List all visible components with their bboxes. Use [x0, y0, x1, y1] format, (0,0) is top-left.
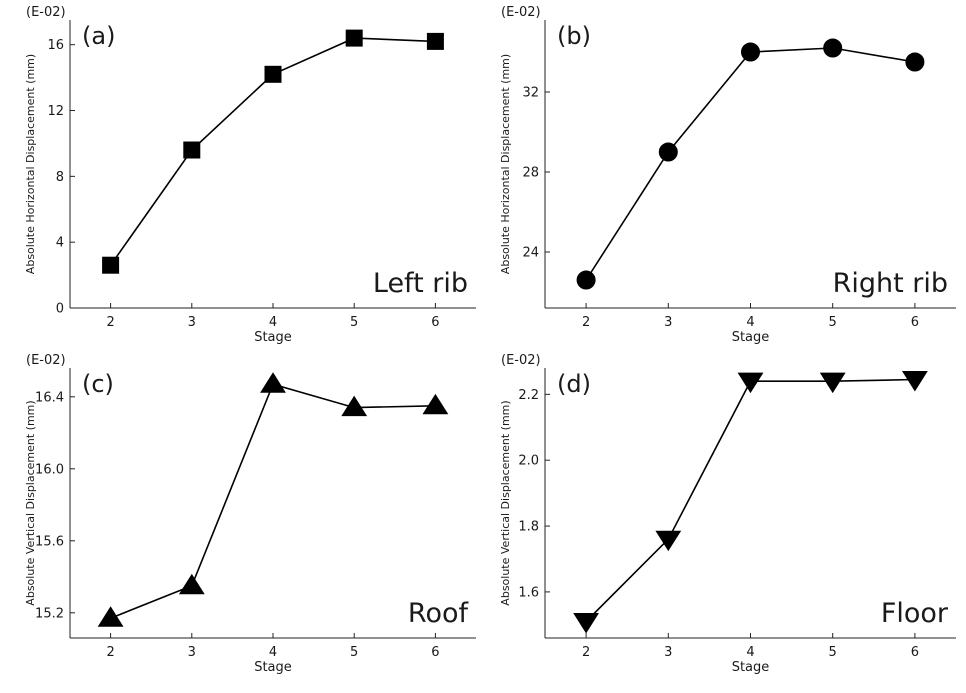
series-line [110, 383, 436, 619]
x-tick-label: 2 [582, 645, 590, 660]
x-tick-label: 5 [829, 645, 837, 660]
x-axis-label: Stage [254, 660, 292, 675]
x-axis-label: Stage [732, 660, 770, 675]
panel-annotation: Left rib [373, 268, 468, 299]
y-tick-label: 16.0 [35, 462, 64, 477]
x-tick-label: 2 [582, 315, 590, 330]
data-point-stage-6 [905, 52, 925, 72]
data-point-stage-4 [260, 372, 286, 393]
exponent-label: (E-02) [26, 353, 66, 368]
y-tick-label: 28 [522, 166, 539, 181]
x-tick-label: 6 [911, 645, 919, 660]
y-tick-label: 0 [56, 302, 64, 317]
x-tick-label: 3 [188, 645, 196, 660]
exponent-label: (E-02) [501, 353, 541, 368]
data-point-stage-2 [576, 270, 596, 290]
data-point-stage-3 [658, 142, 678, 162]
panel-annotation: Roof [408, 598, 470, 629]
x-tick-label: 2 [106, 315, 114, 330]
chart-panel-4: 1.6 1.8 2.0 2.2 2 3 4 5 6 Stage Absolute Vertical … [499, 353, 956, 675]
data-point-stage-4 [741, 42, 760, 62]
panel-label: (d) [557, 370, 591, 398]
panel-label: (b) [557, 22, 591, 50]
x-tick-label: 4 [269, 315, 277, 330]
x-tick-label: 3 [188, 315, 196, 330]
panel-annotation: Floor [881, 598, 949, 629]
data-point-stage-6 [422, 393, 449, 415]
y-tick-label: 2.2 [518, 388, 539, 403]
data-point-stage-3 [655, 530, 682, 552]
panel-label: (c) [82, 370, 114, 398]
series-line [585, 47, 916, 281]
data-point-stage-4 [264, 65, 282, 83]
y-axis-label: Absolute Vertical Displacement (mm) [24, 400, 37, 605]
y-tick-label: 16 [47, 38, 64, 53]
x-tick-label: 5 [350, 315, 358, 330]
panel-annotation: Right rib [833, 268, 948, 299]
x-tick-label: 2 [106, 645, 114, 660]
data-point-stage-3 [183, 141, 201, 159]
y-axis-label: Absolute Vertical Displacement (mm) [499, 400, 512, 605]
y-tick-label: 16.4 [35, 390, 64, 405]
x-tick-label: 4 [746, 645, 754, 660]
data-point-stage-2 [97, 606, 124, 627]
chart-panel-3: 15.2 15.6 16.0 16.4 2 3 4 5 6 Stage Absolute Verti… [24, 353, 476, 675]
y-tick-label: 12 [47, 104, 64, 119]
chart-panel-2: 24 28 32 2 3 4 5 6 Stage Absolute Horizontal Disp… [499, 5, 956, 345]
data-point-stage-2 [102, 256, 120, 274]
data-point-stage-6 [901, 371, 928, 392]
data-point-stage-5 [341, 395, 368, 417]
y-tick-label: 15.6 [35, 534, 64, 549]
chart-panel-1: 0 4 8 12 16 2 3 4 5 6 Stage Absolute Horizontal Dis… [24, 5, 476, 345]
data-point-stage-5 [819, 372, 846, 394]
x-axis-label: Stage [254, 330, 292, 345]
y-axis-label: Absolute Horizontal Displacement (mm) [499, 54, 512, 274]
y-tick-label: 8 [56, 170, 64, 185]
x-axis-label: Stage [732, 330, 770, 345]
panel-label: (a) [82, 22, 115, 50]
data-point-stage-5 [345, 29, 363, 47]
x-tick-label: 6 [431, 645, 439, 660]
y-tick-label: 2.0 [518, 454, 539, 469]
series-line [585, 378, 915, 623]
data-point-stage-2 [573, 613, 600, 634]
x-tick-label: 6 [431, 315, 439, 330]
y-tick-label: 4 [56, 236, 64, 251]
x-tick-label: 4 [746, 315, 754, 330]
y-tick-label: 24 [522, 246, 539, 261]
exponent-label: (E-02) [26, 5, 66, 20]
data-point-stage-5 [823, 38, 843, 58]
x-tick-label: 5 [829, 315, 837, 330]
y-axis-label: Absolute Horizontal Displacement (mm) [24, 54, 37, 274]
data-point-stage-6 [426, 32, 444, 50]
y-tick-label: 15.2 [35, 606, 64, 621]
x-tick-label: 6 [911, 315, 919, 330]
x-tick-label: 3 [664, 645, 672, 660]
x-tick-label: 3 [664, 315, 672, 330]
x-tick-label: 5 [350, 645, 358, 660]
data-point-stage-3 [178, 573, 205, 595]
y-tick-label: 32 [522, 86, 539, 101]
y-tick-label: 1.8 [518, 520, 539, 535]
y-tick-label: 1.6 [518, 585, 539, 600]
data-point-stage-4 [737, 372, 764, 394]
x-tick-label: 4 [269, 645, 277, 660]
exponent-label: (E-02) [501, 5, 541, 20]
